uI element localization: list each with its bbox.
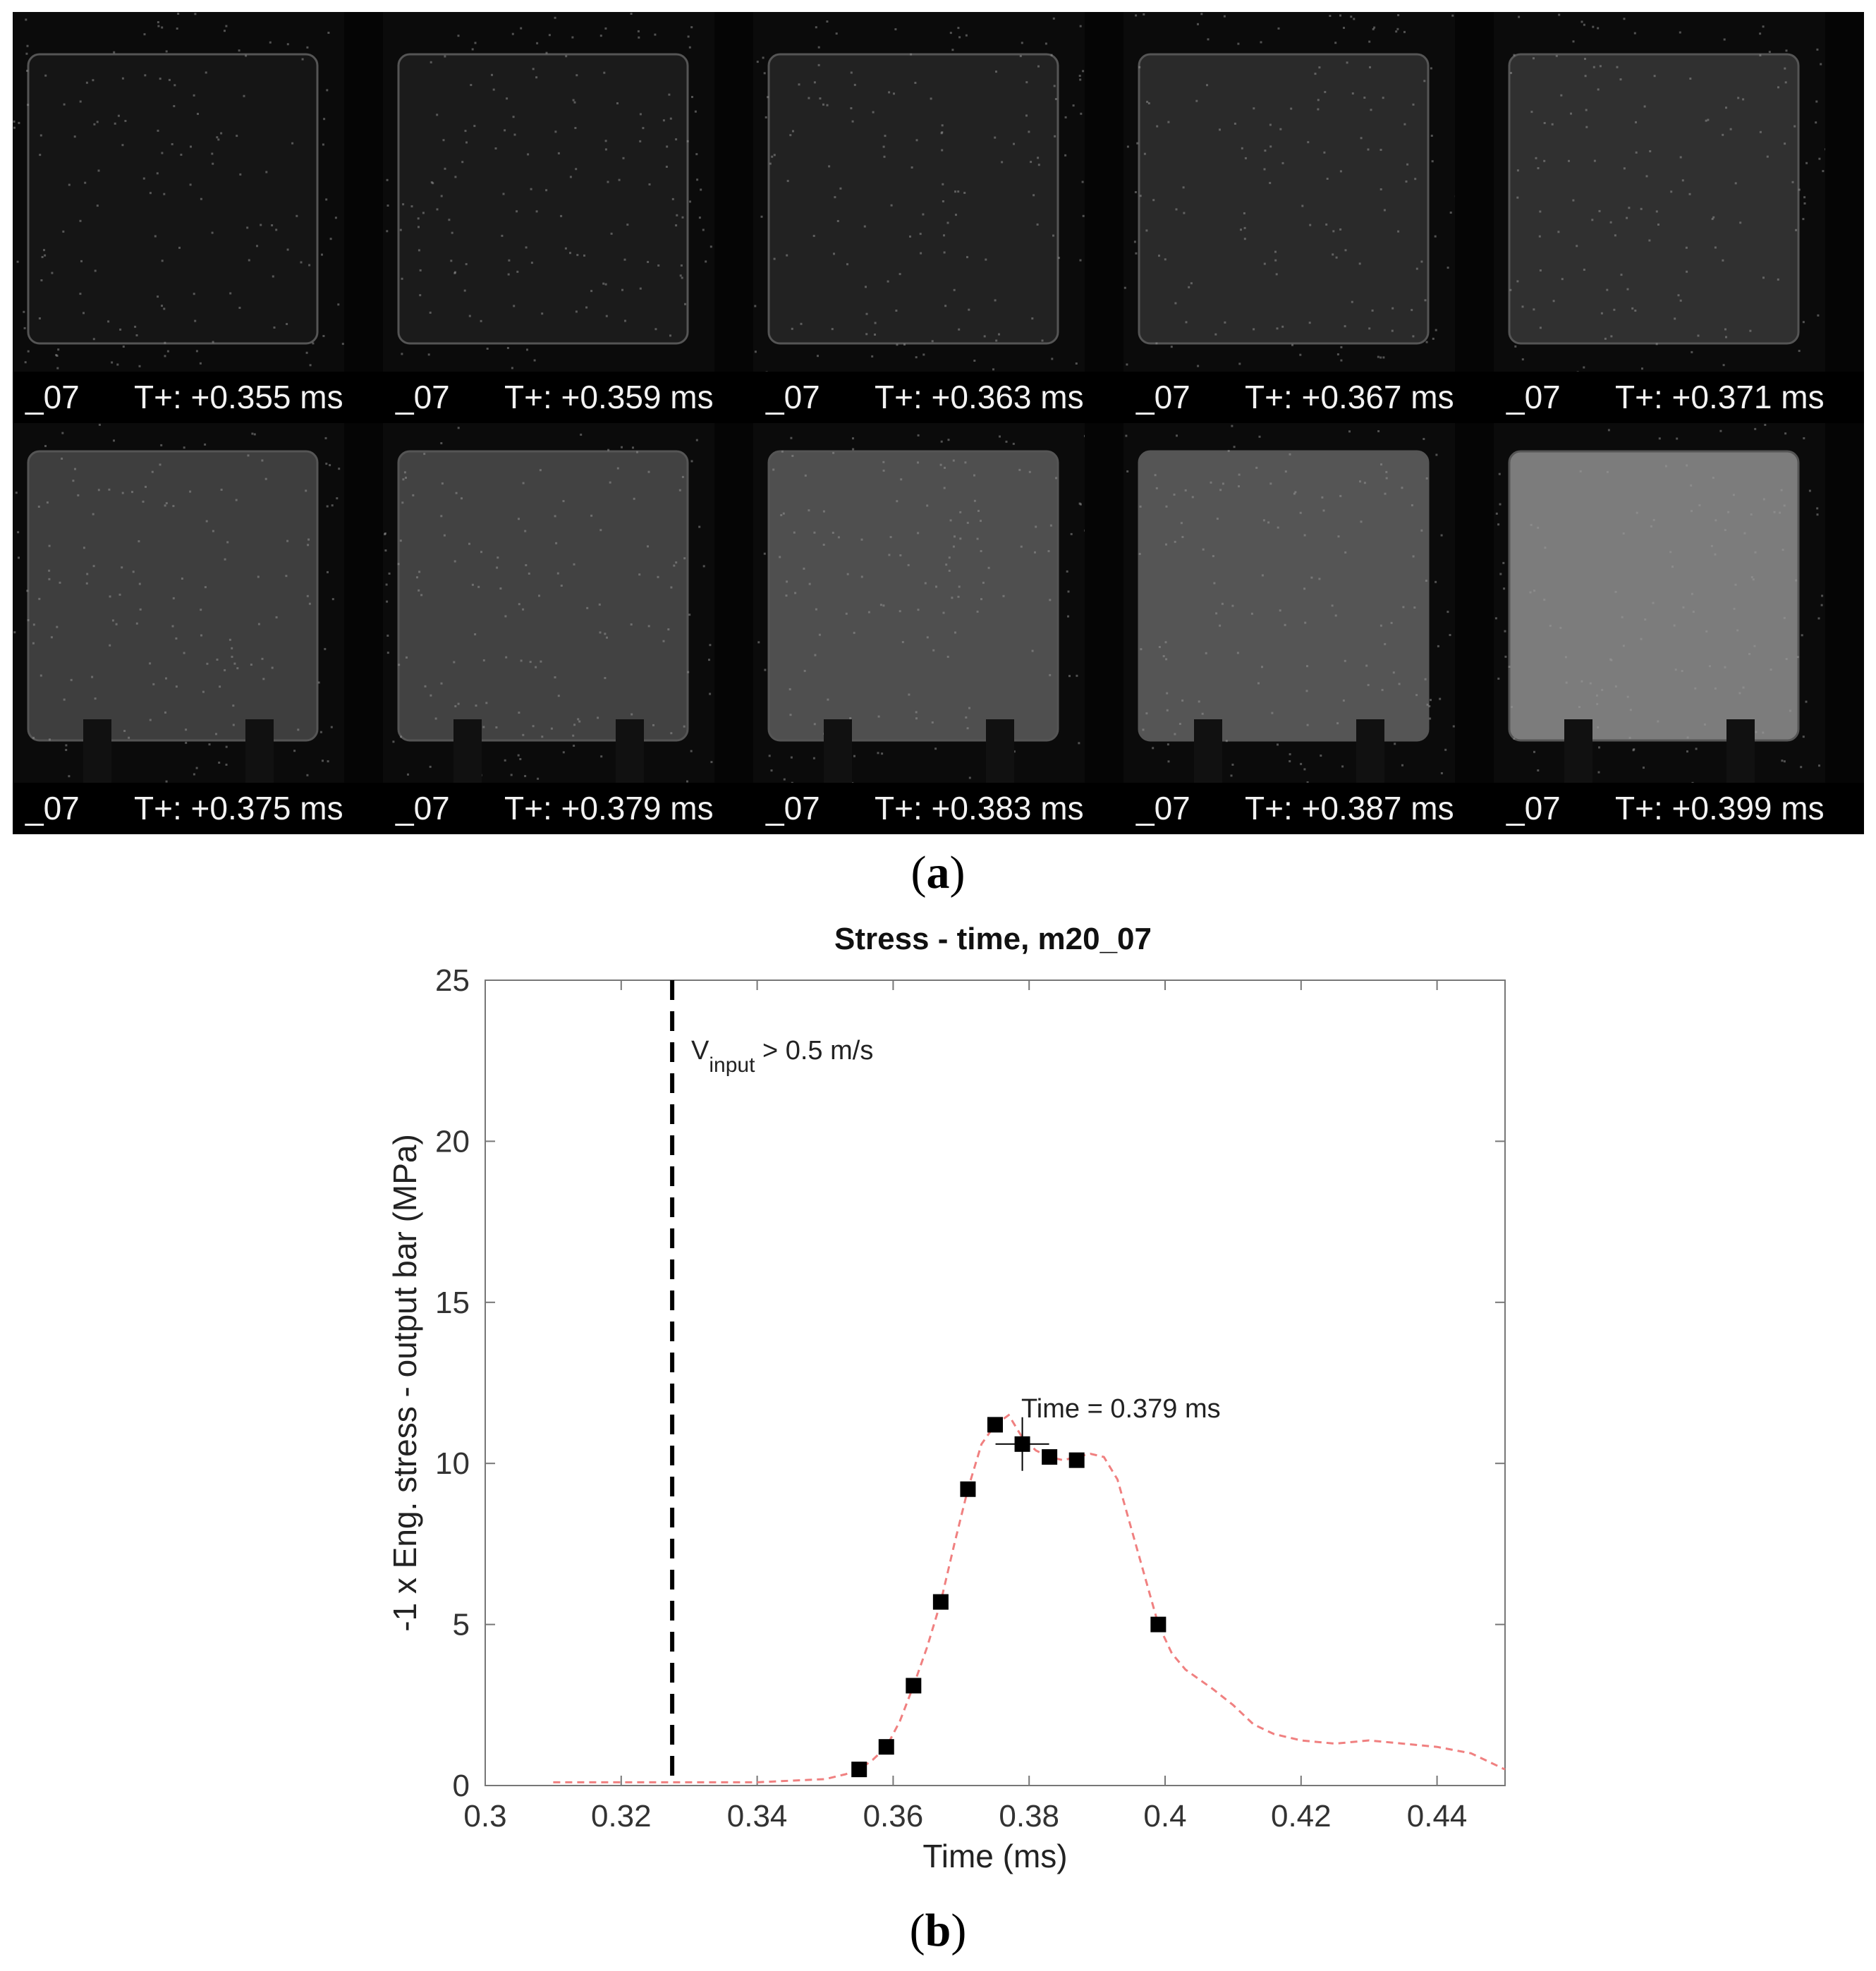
- frame-id-label: _07: [25, 379, 80, 415]
- frame-time-label: T+: +0.383 ms: [875, 790, 1084, 826]
- video-frame: _07 T+: +0.355 ms: [13, 12, 383, 423]
- data-marker: [906, 1678, 922, 1694]
- panel-label-b: (b): [909, 1905, 967, 1956]
- x-tick-label: 0.42: [1271, 1799, 1332, 1833]
- frame-image: [13, 12, 383, 372]
- frame-id-label: _07: [25, 790, 80, 826]
- video-frame: _07 T+: +0.371 ms: [1494, 12, 1864, 423]
- frame-caption: _07 T+: +0.359 ms: [383, 372, 753, 423]
- frame-time-label: T+: +0.355 ms: [134, 379, 343, 415]
- chart-title: Stress - time, m20_07: [834, 922, 1152, 956]
- frame-time-label: T+: +0.387 ms: [1245, 790, 1454, 826]
- video-frame: _07 T+: +0.375 ms: [13, 423, 383, 834]
- specimen-region: [397, 450, 689, 742]
- specimen-region: [1508, 450, 1800, 742]
- data-marker: [960, 1481, 976, 1497]
- video-frame: _07 T+: +0.359 ms: [383, 12, 753, 423]
- specimen-region: [397, 53, 689, 345]
- y-tick-label: 20: [435, 1124, 470, 1159]
- frame-caption: _07 T+: +0.371 ms: [1494, 372, 1864, 423]
- panel-label-a: (a): [910, 847, 966, 898]
- x-tick-label: 0.36: [863, 1799, 924, 1833]
- video-frame: _07 T+: +0.363 ms: [753, 12, 1123, 423]
- x-tick-label: 0.44: [1407, 1799, 1468, 1833]
- frame-image: [753, 12, 1123, 372]
- frame-time-label: T+: +0.363 ms: [875, 379, 1084, 415]
- time-annotation: Time = 0.379 ms: [1021, 1394, 1221, 1424]
- frame-caption: _07 T+: +0.367 ms: [1123, 372, 1494, 423]
- frame-time-label: T+: +0.399 ms: [1615, 790, 1825, 826]
- specimen-region: [1508, 53, 1800, 345]
- y-tick-label: 10: [435, 1446, 470, 1481]
- y-axis-label: -1 x Eng. stress - output bar (MPa): [386, 1134, 423, 1632]
- frame-caption: _07 T+: +0.383 ms: [753, 783, 1123, 834]
- figure-a-frame-grid: _07 T+: +0.355 ms _07 T+: +0.359 ms _07 T+: +…: [13, 12, 1864, 834]
- frame-image: [1123, 423, 1494, 783]
- frame-caption: _07 T+: +0.379 ms: [383, 783, 753, 834]
- data-marker: [1150, 1616, 1167, 1633]
- threshold-annotation: Vinput > 0.5 m/s: [691, 1036, 873, 1077]
- frame-time-label: T+: +0.379 ms: [504, 790, 714, 826]
- video-frame: _07 T+: +0.383 ms: [753, 423, 1123, 834]
- data-marker: [1014, 1436, 1030, 1452]
- frame-image: [1494, 12, 1864, 372]
- x-axis: 0.3 0.32 0.34 0.36 0.38 0.4 0.42 0.44: [463, 980, 1467, 1833]
- specimen-region: [1138, 53, 1430, 345]
- frame-time-label: T+: +0.367 ms: [1245, 379, 1454, 415]
- frame-id-label: _07: [766, 790, 820, 826]
- frame-caption: _07 T+: +0.399 ms: [1494, 783, 1864, 834]
- plot-area-frame: [485, 980, 1506, 1786]
- frame-id-label: _07: [396, 790, 450, 826]
- specimen-region: [27, 53, 319, 345]
- frame-caption: _07 T+: +0.387 ms: [1123, 783, 1494, 834]
- frame-time-label: T+: +0.371 ms: [1615, 379, 1825, 415]
- frame-time-label: T+: +0.375 ms: [134, 790, 343, 826]
- data-marker: [932, 1594, 949, 1610]
- video-frame: _07 T+: +0.367 ms: [1123, 12, 1494, 423]
- frame-id-label: _07: [766, 379, 820, 415]
- frame-id-label: _07: [1506, 379, 1561, 415]
- frame-caption: _07 T+: +0.355 ms: [13, 372, 383, 423]
- frame-time-label: T+: +0.359 ms: [504, 379, 714, 415]
- video-frame: _07 T+: +0.387 ms: [1123, 423, 1494, 834]
- data-marker: [987, 1417, 1003, 1433]
- video-frame: _07 T+: +0.399 ms: [1494, 423, 1864, 834]
- video-frame: _07 T+: +0.379 ms: [383, 423, 753, 834]
- specimen-region: [767, 53, 1059, 345]
- specimen-region: [27, 450, 319, 742]
- frame-image: [753, 423, 1123, 783]
- frame-image: [383, 12, 753, 372]
- y-axis: 0 5 10 15 20 25: [435, 963, 1505, 1803]
- frame-id-label: _07: [1136, 790, 1190, 826]
- frame-id-label: _07: [1506, 790, 1561, 826]
- specimen-region: [767, 450, 1059, 742]
- x-tick-label: 0.32: [591, 1799, 652, 1833]
- y-tick-label: 5: [453, 1608, 470, 1642]
- x-tick-label: 0.3: [463, 1799, 506, 1833]
- frame-caption: _07 T+: +0.375 ms: [13, 783, 383, 834]
- frame-image: [383, 423, 753, 783]
- data-marker: [851, 1762, 867, 1778]
- x-tick-label: 0.34: [727, 1799, 788, 1833]
- frame-image: [1494, 423, 1864, 783]
- frame-id-label: _07: [1136, 379, 1190, 415]
- frame-image: [13, 423, 383, 783]
- data-marker: [1068, 1452, 1085, 1468]
- stress-series: [553, 1413, 1506, 1783]
- data-marker: [878, 1739, 894, 1755]
- frame-caption: _07 T+: +0.363 ms: [753, 372, 1123, 423]
- specimen-region: [1138, 450, 1430, 742]
- data-marker: [1042, 1449, 1058, 1465]
- y-tick-label: 15: [435, 1286, 470, 1320]
- y-tick-label: 0: [453, 1769, 470, 1803]
- x-tick-label: 0.4: [1143, 1799, 1186, 1833]
- frame-image: [1123, 12, 1494, 372]
- x-tick-label: 0.38: [999, 1799, 1059, 1833]
- stress-curve: [553, 1413, 1506, 1783]
- x-axis-label: Time (ms): [922, 1838, 1067, 1874]
- frame-id-label: _07: [396, 379, 450, 415]
- y-tick-label: 25: [435, 963, 470, 998]
